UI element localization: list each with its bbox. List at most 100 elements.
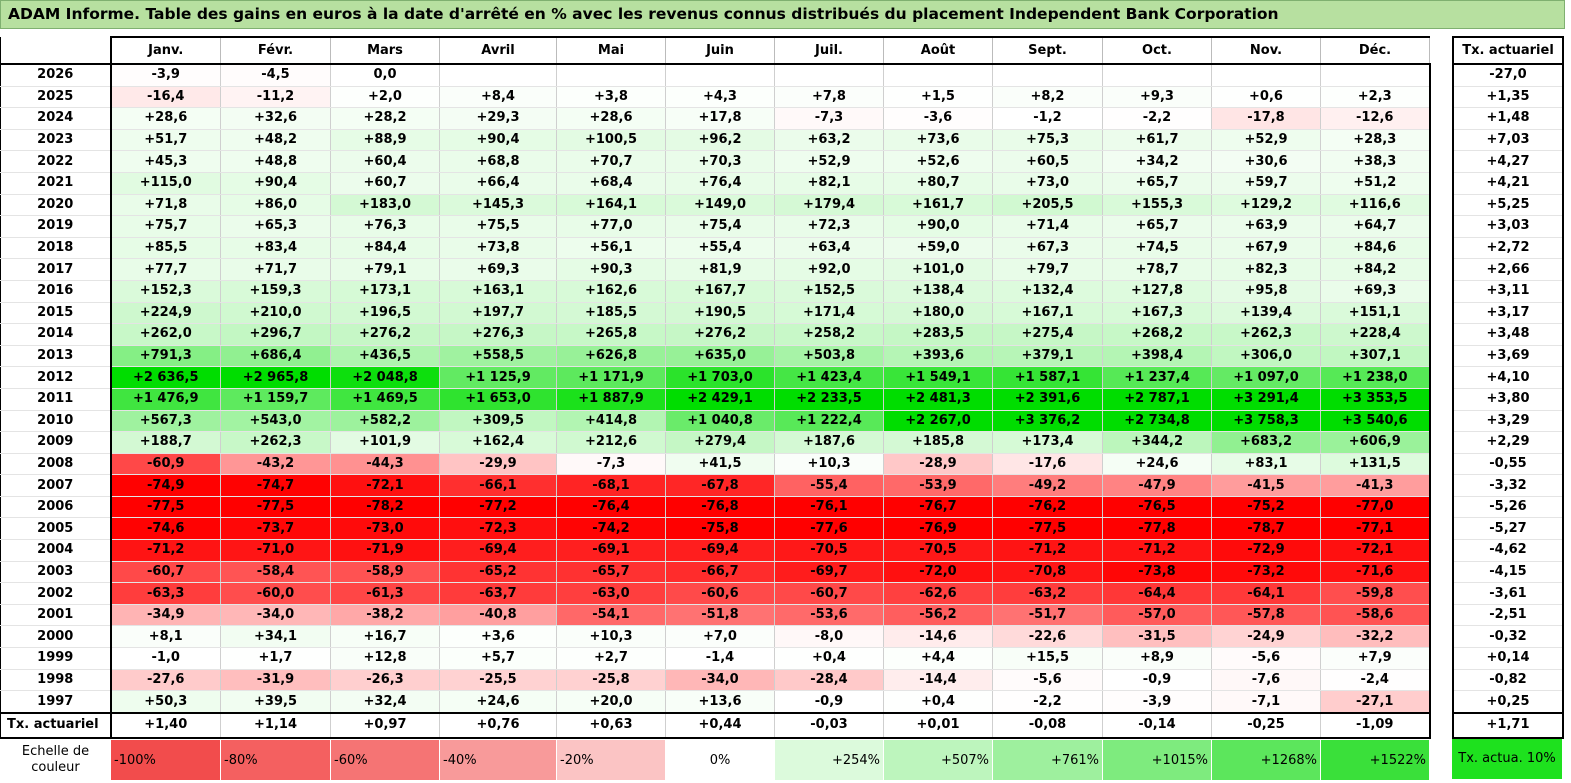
gain-cell: -31,5 [1102,625,1212,649]
year-label: 2010 [0,410,112,433]
gain-cell [665,64,775,87]
gain-cell: -2,2 [992,690,1103,714]
gain-cell: +3,8 [556,86,666,109]
gain-cell: +268,2 [1102,323,1212,346]
year-label: 2014 [0,323,112,346]
rate-cell: -0,55 [1452,453,1564,476]
gain-cell: -2,2 [1102,107,1212,130]
gain-cell: +70,3 [665,150,775,173]
year-label: 2002 [0,582,112,605]
gain-cell: +68,4 [556,172,666,195]
rate-cell: -5,26 [1452,496,1564,519]
gain-cell: -76,7 [883,496,993,519]
gain-cell: +39,5 [220,690,331,714]
year-row: 2005 -74,6 -73,7 -73,0 -72,3 -74,2 -75,8 -77,6-… [0,517,1431,541]
year-label: 2023 [0,129,112,152]
gain-cell: -43,2 [220,453,331,476]
gain-cell: -27,1 [1320,690,1431,714]
rate-cell: +3,48 [1452,323,1564,346]
gain-cell: +32,6 [220,107,331,130]
gain-cell: +51,2 [1320,172,1431,195]
gain-cell: +306,0 [1211,345,1321,368]
month-header: Janv. [110,36,221,65]
gain-cell: -57,0 [1102,604,1212,627]
year-label: 2006 [0,496,112,519]
month-header: Mai [556,36,666,65]
gain-cell: +145,3 [439,194,557,217]
year-label: 2009 [0,431,112,454]
gain-cell: -76,2 [992,496,1103,519]
gain-cell: +60,4 [330,150,440,173]
gain-cell: -74,7 [220,474,331,497]
gain-cell: +4,3 [665,86,775,109]
gain-cell: +1 476,9 [110,388,221,411]
gain-cell: +51,7 [110,129,221,152]
gain-cell: +258,2 [774,323,884,346]
rate-cell: -4,62 [1452,539,1564,562]
gain-cell: -2,4 [1320,669,1431,692]
gain-cell: +83,4 [220,237,331,260]
summary-cell: -0,14 [1102,711,1212,739]
gain-cell: -1,2 [992,107,1103,130]
gain-cell: +8,1 [110,625,221,649]
year-row: 2015 +224,9 +210,0 +196,5 +197,7 +185,5 +190,5… [0,302,1431,325]
gain-cell: +92,0 [774,258,884,281]
summary-cell: +0,76 [439,711,557,739]
color-scale: Echelle de couleur -100% -80% -60% -40% -20% 0… [0,739,1430,781]
scale-step: -80% [220,739,331,781]
gain-cell: +115,0 [110,172,221,195]
gain-cell: +543,0 [220,410,331,433]
gain-cell: +29,3 [439,107,557,130]
gain-cell: -51,7 [992,604,1103,627]
gain-cell: +1 171,9 [556,366,666,389]
summary-cell: -0,25 [1211,711,1321,739]
gain-cell: +84,2 [1320,258,1431,281]
year-row: 2002 -63,3 -60,0 -61,3 -63,7 -63,0 -60,6 -60,7-… [0,582,1431,605]
gain-cell: +52,9 [1211,129,1321,152]
gain-cell: -74,6 [110,517,221,541]
gain-cell: -63,7 [439,582,557,605]
gain-cell: +2,7 [556,647,666,670]
gain-cell: +8,2 [992,86,1103,109]
gain-cell: +3 758,3 [1211,410,1321,433]
year-row: 2024 +28,6 +32,6 +28,2 +29,3 +28,6 +17,8 -7,3 -3… [0,107,1431,130]
gain-cell: -74,2 [556,517,666,541]
year-label: 2000 [0,625,112,649]
scale-step: +1522% [1320,739,1430,781]
gain-cell: +60,7 [330,172,440,195]
gain-cell: +90,3 [556,258,666,281]
gain-cell: -27,6 [110,669,221,692]
gain-cell: -72,1 [330,474,440,497]
rate-cell: -3,61 [1452,582,1564,605]
gain-cell: -25,8 [556,669,666,692]
year-row: 2006 -77,5 -77,5 -78,2 -77,2 -76,4 -76,8 -76,1-… [0,496,1431,519]
year-label: 2007 [0,474,112,497]
year-row: 1999 -1,0 +1,7 +12,8 +5,7 +2,7 -1,4 +0,4 +4,4 +15… [0,647,1431,670]
gain-cell: -28,4 [774,669,884,692]
gain-cell: -69,4 [665,539,775,562]
gain-cell: -72,9 [1211,539,1321,562]
gain-cell: -60,7 [110,561,221,584]
scale-step: +1268% [1211,739,1321,781]
scale-side-cell: Tx. actua. 10% [1452,739,1562,779]
summary-cell: +0,63 [556,711,666,739]
gain-cell [556,64,666,87]
month-header: Avril [439,36,557,65]
year-row: 2022 +45,3 +48,8 +60,4 +68,8 +70,7 +70,3 +52,9 +… [0,150,1431,173]
gain-cell: -41,5 [1211,474,1321,497]
month-header: Févr. [220,36,331,65]
gain-cell: +70,7 [556,150,666,173]
year-row: 1998 -27,6 -31,9 -26,3 -25,5 -25,8 -34,0 -28,4-… [0,669,1431,692]
gain-cell: -53,6 [774,604,884,627]
gain-cell: -0,9 [774,690,884,714]
gain-cell: +7,0 [665,625,775,649]
gain-cell: +167,1 [992,302,1103,325]
gain-cell: -14,6 [883,625,993,649]
gain-cell: +275,4 [992,323,1103,346]
gain-cell: +167,7 [665,280,775,303]
gain-cell: +1 887,9 [556,388,666,411]
gain-cell: -28,9 [883,453,993,476]
gain-cell: -73,8 [1102,561,1212,584]
gain-cell: -60,6 [665,582,775,605]
gain-cell: -60,0 [220,582,331,605]
